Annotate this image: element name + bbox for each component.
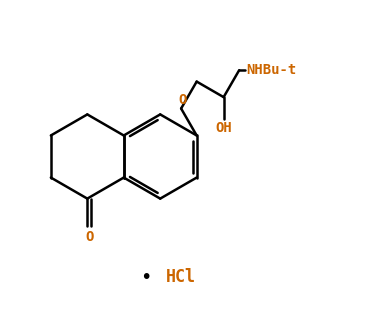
Text: HCl: HCl xyxy=(166,268,196,286)
Text: OH: OH xyxy=(215,121,232,135)
Text: NHBu-t: NHBu-t xyxy=(246,63,297,77)
Text: O: O xyxy=(179,93,187,107)
Text: O: O xyxy=(85,230,93,245)
Text: •: • xyxy=(140,268,151,287)
